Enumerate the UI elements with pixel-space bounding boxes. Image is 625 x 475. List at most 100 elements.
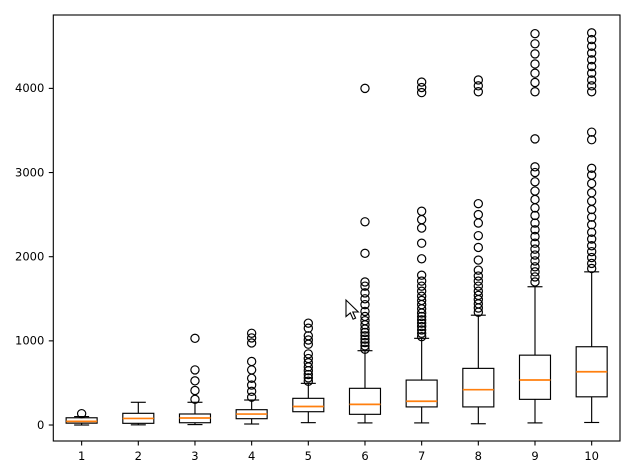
outlier-point <box>473 75 484 85</box>
outlier-point <box>360 281 370 291</box>
x-axis-tick-label: 3 <box>191 449 198 463</box>
outlier-point <box>586 75 597 85</box>
outlier-point <box>530 218 540 228</box>
outlier-point <box>303 353 314 364</box>
outlier-point <box>416 331 427 342</box>
box-rect <box>518 354 552 400</box>
outlier-point <box>530 177 540 187</box>
outlier-point <box>586 246 597 257</box>
mouse-cursor-icon <box>345 298 360 320</box>
outlier-point <box>473 271 484 281</box>
outlier-point <box>586 28 597 38</box>
outlier-point <box>473 81 484 91</box>
box-rect <box>462 367 495 408</box>
outlier-point <box>530 238 540 248</box>
outlier-point <box>530 186 540 196</box>
outlier-point <box>586 234 597 244</box>
outlier-point <box>303 335 314 345</box>
outlier-point <box>586 188 597 198</box>
outlier-point <box>360 217 370 227</box>
outlier-point <box>303 358 314 368</box>
outlier-point <box>360 337 370 348</box>
outlier-point <box>586 135 597 145</box>
x-axis-tick-label: 5 <box>305 449 312 463</box>
outlier-point <box>586 252 597 263</box>
outlier-point <box>360 294 370 304</box>
outlier-point <box>530 49 540 59</box>
outlier-point <box>530 68 540 78</box>
outlier-point <box>360 315 370 326</box>
outlier-point <box>473 276 484 286</box>
outlier-point <box>530 244 540 254</box>
outlier-point <box>303 331 314 341</box>
outlier-point <box>530 167 540 178</box>
outlier-point <box>190 394 200 405</box>
outlier-point <box>360 327 370 338</box>
x-axis-tick-label: 6 <box>361 449 368 463</box>
box-group-1 <box>65 408 98 426</box>
outlier-point <box>473 230 484 241</box>
outlier-point <box>416 77 427 87</box>
outlier-point <box>530 59 540 69</box>
outlier-point <box>246 356 257 367</box>
outlier-point <box>473 281 484 291</box>
y-axis-tick-label: 1000 <box>15 334 44 348</box>
outlier-point <box>416 328 427 338</box>
outlier-point <box>586 227 597 237</box>
box-group-10 <box>575 28 608 424</box>
outlier-point <box>473 290 484 301</box>
outlier-point <box>586 55 597 65</box>
outlier-point <box>530 256 540 266</box>
outlier-point <box>530 225 540 235</box>
outlier-point <box>303 369 314 380</box>
outlier-point <box>360 306 370 317</box>
outlier-point <box>530 28 540 39</box>
box-group-4 <box>235 328 268 425</box>
outlier-point <box>303 373 314 383</box>
outlier-point <box>246 338 257 348</box>
box-group-5 <box>292 318 325 424</box>
box-group-7 <box>405 77 438 424</box>
outlier-point <box>530 134 540 144</box>
x-axis-tick-label: 10 <box>584 449 599 463</box>
outlier-point <box>416 321 427 332</box>
outlier-point <box>190 376 200 386</box>
outlier-point <box>76 408 87 419</box>
box-rect <box>348 387 382 415</box>
outlier-point <box>586 163 597 174</box>
outlier-point <box>416 238 427 248</box>
outlier-point <box>416 276 427 286</box>
outlier-point <box>246 380 257 390</box>
outlier-point <box>190 365 200 375</box>
outlier-point <box>303 376 314 386</box>
y-axis-tick-label: 4000 <box>15 81 44 95</box>
outlier-point <box>530 267 540 277</box>
outlier-point <box>586 241 597 251</box>
y-axis-tick-label: 3000 <box>15 165 44 179</box>
outlier-point <box>586 87 597 97</box>
y-axis-tick-label: 2000 <box>15 249 44 263</box>
outlier-point <box>246 333 257 343</box>
outlier-point <box>360 83 370 94</box>
outlier-point <box>530 250 540 260</box>
outlier-point <box>586 48 597 58</box>
outlier-point <box>473 198 484 209</box>
outlier-point <box>416 206 427 216</box>
outlier-point <box>360 299 370 310</box>
outlier-point <box>473 286 484 296</box>
outlier-point <box>360 288 370 298</box>
box-group-3 <box>178 333 212 426</box>
outlier-point <box>586 170 597 180</box>
box-group-6 <box>348 83 382 424</box>
outlier-point <box>473 87 484 97</box>
outlier-point <box>530 39 540 49</box>
outlier-point <box>586 61 597 72</box>
outlier-point <box>416 82 427 93</box>
outlier-point <box>586 41 597 52</box>
outlier-point <box>360 277 370 287</box>
x-axis-tick-label: 4 <box>248 449 255 463</box>
outlier-point <box>530 162 540 172</box>
box-group-2 <box>122 401 155 426</box>
outlier-point <box>586 127 597 137</box>
